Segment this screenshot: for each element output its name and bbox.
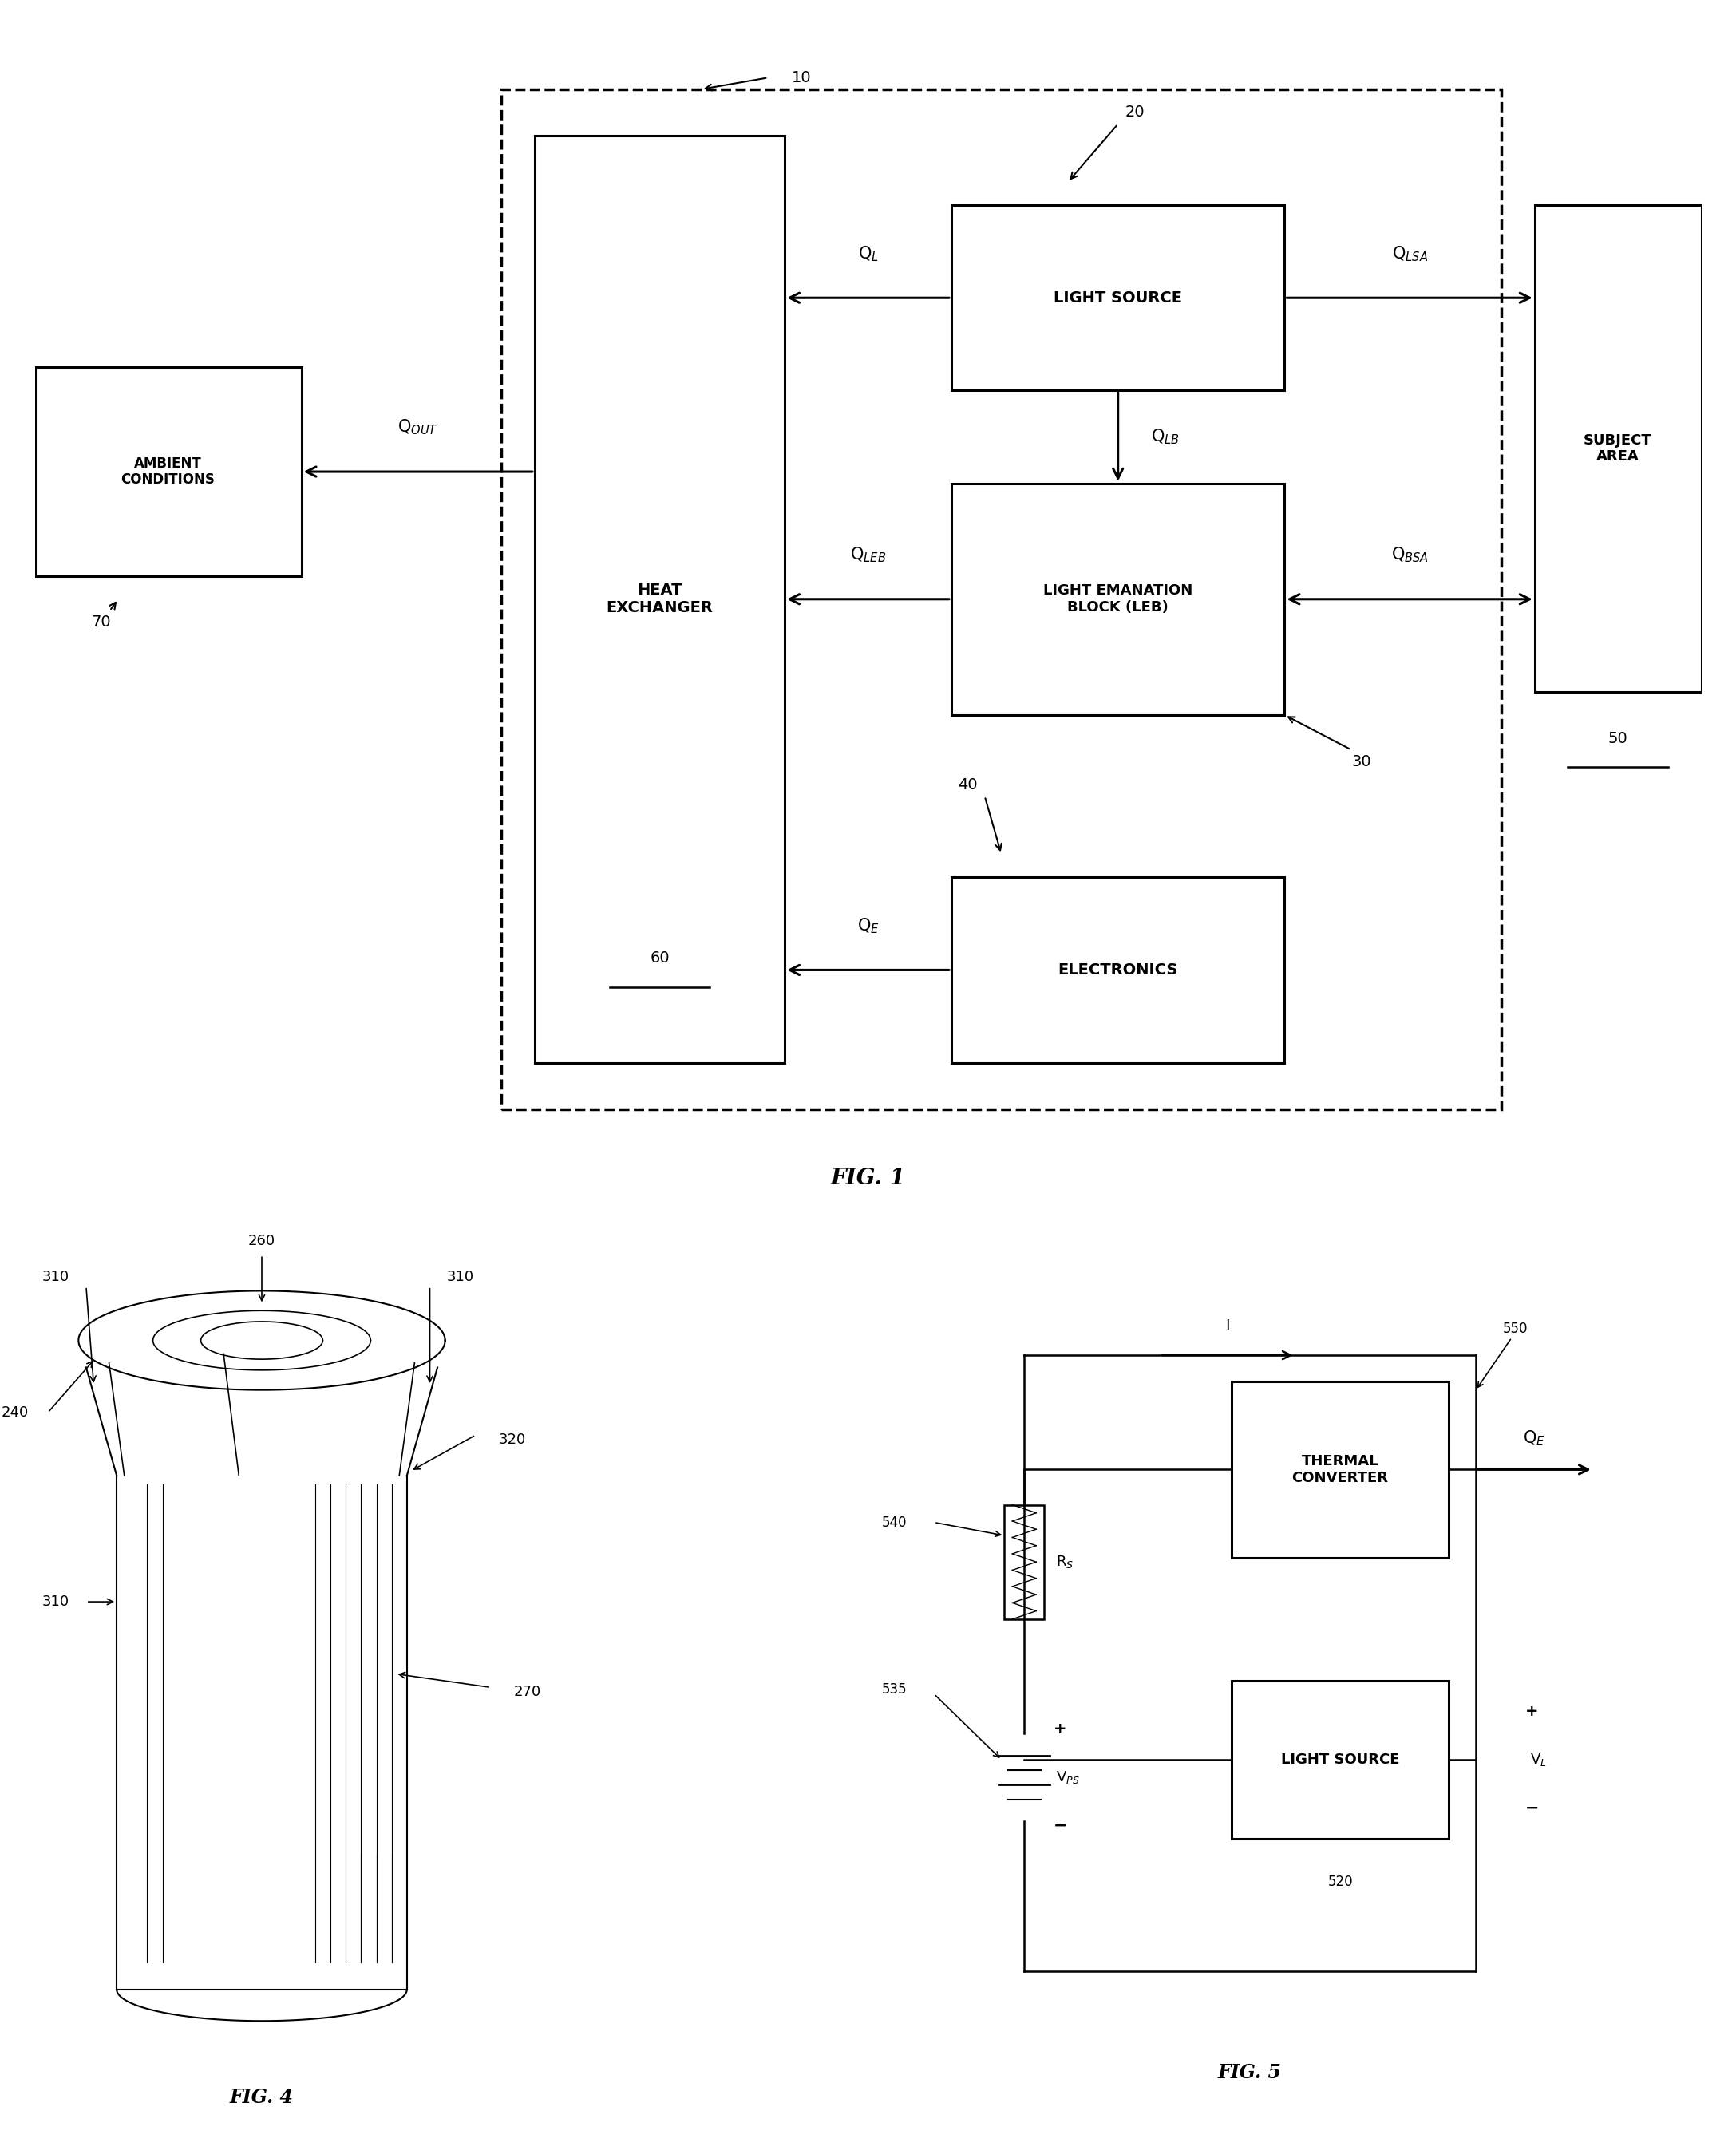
Text: 40: 40 [958, 777, 977, 792]
Text: 270: 270 [514, 1685, 542, 1700]
Text: LIGHT SOURCE: LIGHT SOURCE [1281, 1753, 1399, 1766]
Text: 60: 60 [649, 951, 670, 966]
Text: Q$_E$: Q$_E$ [1522, 1429, 1545, 1449]
Text: Q$_E$: Q$_E$ [858, 916, 878, 936]
Text: 540: 540 [882, 1515, 906, 1530]
Text: 310: 310 [42, 1594, 69, 1610]
Text: 310: 310 [42, 1270, 69, 1285]
Text: Q$_L$: Q$_L$ [858, 245, 878, 264]
Text: V$_L$: V$_L$ [1529, 1751, 1547, 1768]
Text: Q$_{LEB}$: Q$_{LEB}$ [851, 545, 885, 564]
Text: 240: 240 [2, 1406, 30, 1421]
Text: V$_{PS}$: V$_{PS}$ [1055, 1770, 1080, 1785]
Text: FIG. 1: FIG. 1 [830, 1167, 906, 1189]
Bar [951, 878, 1285, 1062]
Text: +: + [1054, 1721, 1066, 1736]
Text: 310: 310 [446, 1270, 474, 1285]
Text: Q$_{LSA}$: Q$_{LSA}$ [1392, 245, 1427, 264]
Bar [951, 483, 1285, 715]
Text: ELECTRONICS: ELECTRONICS [1057, 961, 1179, 979]
Text: −: − [1054, 1818, 1068, 1835]
Bar [535, 135, 785, 1062]
Bar [951, 206, 1285, 391]
Text: AMBIENT
CONDITIONS: AMBIENT CONDITIONS [122, 457, 215, 487]
Text: THERMAL
CONVERTER: THERMAL CONVERTER [1292, 1455, 1389, 1485]
Text: 550: 550 [1503, 1322, 1528, 1337]
Text: 50: 50 [1608, 730, 1628, 747]
Text: HEAT
EXCHANGER: HEAT EXCHANGER [606, 584, 713, 616]
Bar [1233, 1680, 1448, 1839]
Text: 320: 320 [498, 1431, 526, 1446]
Text: FIG. 5: FIG. 5 [1219, 2062, 1281, 2082]
Text: 535: 535 [882, 1682, 906, 1697]
Text: LIGHT EMANATION
BLOCK (LEB): LIGHT EMANATION BLOCK (LEB) [1043, 584, 1193, 614]
Text: 20: 20 [1125, 105, 1144, 120]
Text: 520: 520 [1328, 1873, 1352, 1888]
Text: 70: 70 [92, 614, 111, 631]
Text: 30: 30 [1351, 753, 1371, 768]
Text: 10: 10 [792, 71, 811, 86]
Text: FIG. 4: FIG. 4 [229, 2088, 293, 2107]
Text: Q$_{LB}$: Q$_{LB}$ [1151, 427, 1180, 446]
Text: Q$_{OUT}$: Q$_{OUT}$ [398, 418, 437, 438]
Text: +: + [1526, 1704, 1538, 1719]
Text: Q$_{BSA}$: Q$_{BSA}$ [1391, 545, 1429, 564]
Text: LIGHT SOURCE: LIGHT SOURCE [1054, 290, 1182, 305]
Bar [1233, 1382, 1448, 1558]
Text: −: − [1526, 1800, 1540, 1816]
Bar [502, 90, 1502, 1109]
Text: I: I [1226, 1318, 1229, 1333]
Bar [1535, 206, 1701, 691]
Text: SUBJECT
AREA: SUBJECT AREA [1583, 433, 1653, 464]
Bar [1005, 1504, 1043, 1618]
Text: R$_S$: R$_S$ [1055, 1554, 1073, 1571]
Text: 260: 260 [248, 1234, 276, 1249]
Bar [35, 367, 302, 575]
